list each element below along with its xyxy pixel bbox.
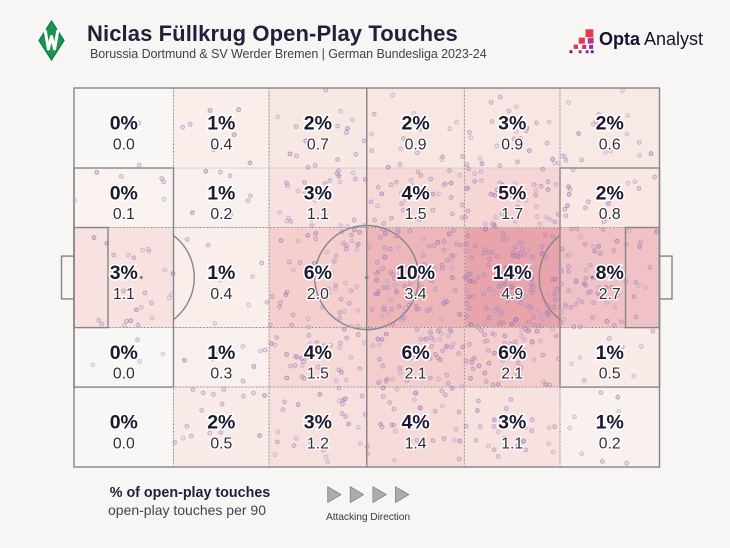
- svg-text:0%: 0%: [110, 342, 138, 364]
- svg-text:3%: 3%: [110, 262, 138, 284]
- svg-text:3%: 3%: [304, 182, 332, 204]
- svg-text:2.1: 2.1: [501, 366, 523, 383]
- svg-text:8%: 8%: [596, 262, 624, 284]
- svg-text:0.0: 0.0: [113, 435, 135, 452]
- svg-text:1.4: 1.4: [405, 435, 427, 452]
- svg-text:4%: 4%: [402, 412, 430, 434]
- svg-text:1.5: 1.5: [307, 366, 329, 383]
- svg-text:1%: 1%: [207, 342, 235, 364]
- svg-text:5%: 5%: [498, 182, 526, 204]
- svg-text:0.4: 0.4: [210, 136, 232, 153]
- svg-text:2%: 2%: [304, 113, 332, 135]
- svg-text:1.5: 1.5: [405, 206, 427, 223]
- svg-text:0.6: 0.6: [599, 136, 621, 153]
- svg-text:1%: 1%: [596, 412, 624, 434]
- svg-text:4.9: 4.9: [501, 286, 523, 303]
- svg-text:0.9: 0.9: [405, 136, 427, 153]
- svg-text:1%: 1%: [596, 342, 624, 364]
- svg-text:1%: 1%: [207, 182, 235, 204]
- svg-text:0.0: 0.0: [113, 136, 135, 153]
- svg-text:14%: 14%: [493, 262, 532, 284]
- svg-text:2%: 2%: [402, 113, 430, 135]
- svg-text:0.2: 0.2: [599, 435, 621, 452]
- svg-text:1.2: 1.2: [307, 435, 329, 452]
- svg-text:1.7: 1.7: [501, 206, 523, 223]
- svg-text:0.0: 0.0: [113, 366, 135, 383]
- svg-text:6%: 6%: [498, 342, 526, 364]
- svg-text:0.3: 0.3: [210, 366, 232, 383]
- svg-text:0%: 0%: [110, 113, 138, 135]
- svg-text:10%: 10%: [396, 262, 435, 284]
- svg-text:6%: 6%: [304, 262, 332, 284]
- svg-text:2%: 2%: [207, 412, 235, 434]
- svg-text:2%: 2%: [596, 182, 624, 204]
- svg-text:2%: 2%: [596, 113, 624, 135]
- svg-text:3%: 3%: [304, 412, 332, 434]
- svg-text:0.8: 0.8: [599, 206, 621, 223]
- svg-text:1%: 1%: [207, 113, 235, 135]
- svg-text:1.1: 1.1: [501, 435, 523, 452]
- svg-text:1%: 1%: [207, 262, 235, 284]
- svg-text:0.5: 0.5: [210, 435, 232, 452]
- svg-text:2.0: 2.0: [307, 286, 329, 303]
- svg-text:0.2: 0.2: [210, 206, 232, 223]
- svg-text:3%: 3%: [498, 412, 526, 434]
- svg-text:1.1: 1.1: [113, 286, 135, 303]
- svg-text:0.9: 0.9: [501, 136, 523, 153]
- svg-text:4%: 4%: [304, 342, 332, 364]
- svg-text:3.4: 3.4: [405, 286, 427, 303]
- svg-text:2.7: 2.7: [599, 286, 621, 303]
- svg-text:0.4: 0.4: [210, 286, 232, 303]
- svg-text:0%: 0%: [110, 182, 138, 204]
- svg-text:1.1: 1.1: [307, 206, 329, 223]
- svg-text:0.7: 0.7: [307, 136, 329, 153]
- svg-text:6%: 6%: [402, 342, 430, 364]
- svg-text:2.1: 2.1: [405, 366, 427, 383]
- svg-text:0.5: 0.5: [599, 366, 621, 383]
- svg-text:0%: 0%: [110, 412, 138, 434]
- svg-text:0.1: 0.1: [113, 206, 135, 223]
- svg-text:4%: 4%: [402, 182, 430, 204]
- svg-text:3%: 3%: [498, 113, 526, 135]
